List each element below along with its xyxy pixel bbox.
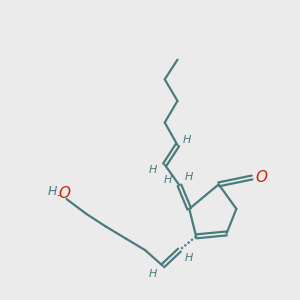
Text: H: H [164, 176, 172, 185]
Text: O: O [256, 170, 268, 185]
Text: H: H [185, 253, 194, 263]
Text: O: O [58, 186, 70, 201]
Text: H: H [183, 135, 191, 145]
Text: H: H [149, 269, 157, 279]
Text: -: - [56, 189, 61, 202]
Text: H: H [149, 165, 157, 175]
Text: H: H [185, 172, 194, 182]
Text: H: H [47, 185, 56, 198]
